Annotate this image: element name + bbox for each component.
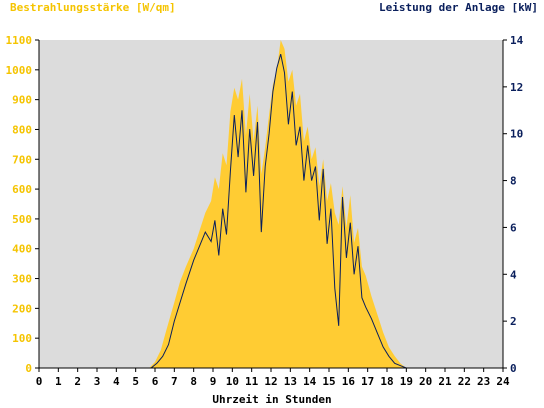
x-tick-label: 0 <box>36 375 43 388</box>
x-tick-label: 22 <box>458 375 471 388</box>
x-tick-label: 13 <box>284 375 297 388</box>
left-tick-label: 0 <box>25 362 32 375</box>
right-tick-label: 4 <box>510 268 517 281</box>
right-axis-title: Leistung der Anlage [kW] <box>379 1 538 14</box>
left-tick-label: 200 <box>12 302 32 315</box>
x-tick-label: 5 <box>132 375 139 388</box>
x-tick-label: 1 <box>55 375 62 388</box>
solar-chart: 0 1 2 3 4 5 6 7 8 9 10 11 12 13 14 15 16 17 18 19 20 21 22 23 24… <box>6 34 524 388</box>
x-tick-label: 7 <box>171 375 178 388</box>
right-tick-label: 14 <box>510 34 524 47</box>
tick-group: 0 1 2 3 4 5 6 7 8 9 10 11 12 13 14 15 16 17 18 19 20 21 22 23 24… <box>6 34 524 388</box>
left-tick-label: 1000 <box>6 64 33 77</box>
left-tick-label: 900 <box>12 94 32 107</box>
left-tick-label: 300 <box>12 273 32 286</box>
x-tick-label: 17 <box>361 375 374 388</box>
x-axis-title: Uhrzeit in Stunden <box>212 393 332 406</box>
x-tick-label: 20 <box>419 375 432 388</box>
x-tick-label: 9 <box>210 375 217 388</box>
right-tick-label: 8 <box>510 175 517 188</box>
left-axis-title: Bestrahlungsstärke [W/qm] <box>10 1 176 14</box>
right-tick-label: 6 <box>510 221 517 234</box>
x-tick-label: 11 <box>245 375 259 388</box>
x-tick-label: 2 <box>74 375 81 388</box>
x-tick-label: 16 <box>342 375 356 388</box>
x-tick-label: 14 <box>303 375 317 388</box>
x-tick-label: 6 <box>152 375 159 388</box>
left-tick-label: 400 <box>12 243 32 256</box>
left-tick-label: 1100 <box>6 34 33 47</box>
right-tick-label: 0 <box>510 362 517 375</box>
x-tick-label: 24 <box>496 375 510 388</box>
left-tick-label: 500 <box>12 213 32 226</box>
x-tick-label: 19 <box>400 375 413 388</box>
x-tick-label: 23 <box>477 375 490 388</box>
right-tick-label: 10 <box>510 128 523 141</box>
left-tick-label: 800 <box>12 123 32 136</box>
power-line <box>39 53 503 369</box>
x-tick-label: 18 <box>380 375 393 388</box>
x-tick-label: 8 <box>190 375 197 388</box>
x-tick-label: 21 <box>438 375 452 388</box>
right-tick-label: 12 <box>510 81 523 94</box>
x-tick-label: 10 <box>226 375 239 388</box>
x-tick-label: 3 <box>94 375 101 388</box>
x-tick-label: 4 <box>113 375 120 388</box>
x-tick-label: 12 <box>264 375 277 388</box>
left-tick-label: 100 <box>12 332 32 345</box>
irradiance-area <box>39 40 503 368</box>
left-tick-label: 700 <box>12 153 32 166</box>
left-tick-label: 600 <box>12 183 32 196</box>
x-tick-label: 15 <box>322 375 335 388</box>
right-tick-label: 2 <box>510 315 517 328</box>
